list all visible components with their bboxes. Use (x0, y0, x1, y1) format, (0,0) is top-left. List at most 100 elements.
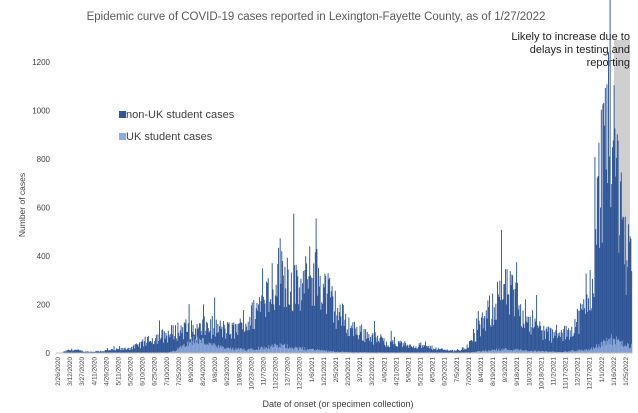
bar-non-uk (355, 334, 357, 353)
bar-non-uk (147, 335, 149, 353)
bar-non-uk (523, 323, 525, 353)
bar-non-uk (105, 350, 107, 353)
bar-non-uk (548, 326, 550, 353)
bar-uk (596, 344, 597, 353)
bar-non-uk (372, 333, 374, 353)
bar-uk (520, 349, 522, 353)
bar-uk (240, 348, 242, 353)
bar-uk (238, 349, 240, 353)
bar-non-uk (203, 304, 204, 353)
bar-uk (313, 349, 315, 353)
bar-non-uk (443, 349, 445, 353)
bar-non-uk (273, 304, 275, 353)
bar-uk (279, 343, 281, 353)
bar-non-uk (87, 351, 89, 353)
bar-uk (191, 344, 193, 353)
bar-uk (581, 349, 583, 353)
bar-non-uk (131, 349, 133, 353)
x-tick-label: 8/19/2021 (490, 357, 497, 386)
bar-non-uk (183, 322, 185, 353)
bar-non-uk (496, 281, 498, 353)
bar-non-uk (161, 330, 163, 353)
bar-non-uk (472, 341, 474, 353)
bar-uk (478, 351, 480, 353)
bar-uk (534, 350, 536, 353)
bar-uk (565, 351, 567, 353)
bar-uk (302, 347, 304, 353)
x-tick-label: 5/6/2021 (406, 357, 413, 383)
x-tick-label: 7/25/2020 (176, 357, 183, 386)
bar-non-uk (131, 346, 133, 353)
bar-non-uk (544, 330, 546, 353)
bar-non-uk (489, 295, 490, 353)
bar-non-uk (300, 278, 302, 353)
bar-uk (228, 347, 230, 353)
bar-uk (603, 339, 605, 353)
bar-uk (234, 350, 236, 353)
bar-uk (614, 339, 616, 353)
bar-non-uk (547, 331, 549, 353)
bar-non-uk (576, 308, 578, 353)
bar-non-uk (284, 266, 286, 353)
bar-non-uk (473, 329, 474, 353)
bar-non-uk (604, 88, 606, 353)
bar-non-uk (550, 328, 552, 353)
bar-uk (612, 338, 614, 353)
bar-non-uk (417, 348, 419, 353)
bar-non-uk (204, 335, 206, 353)
bar-uk (321, 350, 323, 353)
bar-non-uk (582, 310, 584, 353)
bar-uk (249, 349, 251, 353)
bar-uk (215, 347, 217, 353)
y-axis-label: Number of cases (17, 173, 27, 237)
bar-non-uk (607, 183, 609, 353)
bar-non-uk (320, 309, 322, 353)
bar-non-uk (141, 341, 143, 353)
bar-non-uk (251, 302, 253, 353)
bar-non-uk (461, 349, 462, 353)
bar-non-uk (543, 325, 545, 353)
bar-non-uk (580, 303, 582, 353)
bar-non-uk (411, 346, 413, 353)
bar-non-uk (362, 340, 364, 353)
bar-uk (579, 349, 581, 353)
bar-uk (514, 349, 516, 353)
bar-non-uk (333, 322, 335, 353)
bar-non-uk (272, 289, 274, 353)
bar-non-uk (349, 328, 351, 353)
bar-non-uk (297, 276, 299, 353)
bar-non-uk (625, 295, 627, 353)
bar-non-uk (214, 297, 216, 353)
bar-uk (344, 351, 346, 353)
bar-non-uk (505, 304, 507, 353)
bar-uk (271, 344, 273, 353)
bar-non-uk (155, 338, 157, 353)
bar-uk (278, 347, 280, 353)
bar-non-uk (561, 332, 563, 353)
bar-non-uk (71, 350, 73, 353)
bar-non-uk (347, 336, 349, 353)
x-tick-label: 12/22/2020 (297, 357, 304, 390)
bar-non-uk (628, 224, 629, 353)
bar-non-uk (63, 351, 65, 353)
bar-non-uk (496, 319, 498, 353)
bar-non-uk (595, 229, 597, 353)
bar-non-uk (106, 350, 108, 353)
bar-uk (504, 348, 506, 353)
bar-uk (496, 348, 498, 353)
bar-uk (505, 348, 507, 353)
x-tick-label: 10/8/2020 (236, 357, 243, 386)
bar-non-uk (288, 304, 290, 353)
bar-non-uk (422, 347, 424, 353)
bar-uk (286, 348, 288, 353)
bar-non-uk (466, 344, 468, 353)
bar-non-uk (136, 344, 138, 353)
bar-non-uk (310, 275, 311, 353)
bar-non-uk (109, 350, 111, 353)
bar-non-uk (260, 300, 262, 353)
bar-non-uk (108, 349, 110, 353)
bar-uk (276, 346, 278, 353)
bar-non-uk (552, 338, 554, 353)
bar-non-uk (278, 305, 280, 353)
bar-uk (263, 346, 265, 353)
